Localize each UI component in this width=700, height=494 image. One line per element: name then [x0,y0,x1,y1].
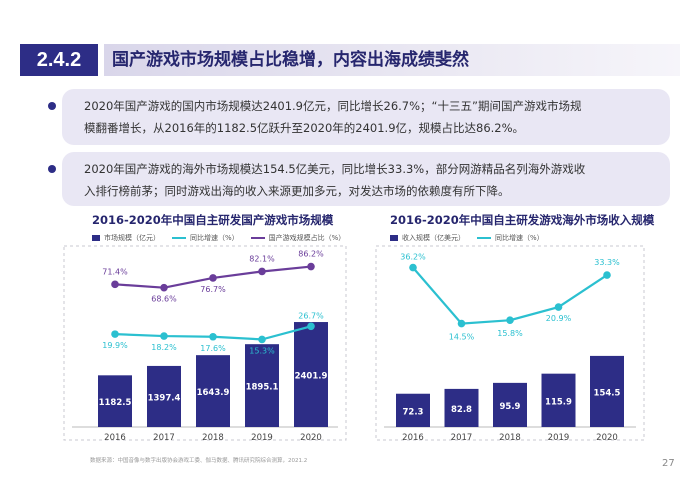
bullet-text-line: 入排行榜前茅；同时游戏出海的收入来源更加多元，对发达市场的依赖度有所下降。 [84,184,510,198]
series-data-label: 76.7% [200,285,226,294]
legend-swatch [92,235,100,241]
data-source-note: 数据来源：中国音像与数字出版协会游戏工委、伽马数据、腾讯研究院综合测算，2021… [90,458,308,464]
section-number: 2.4.2 [20,44,98,76]
chart-title: 2016-2020年中国自主研发游戏海外市场收入规模 [390,213,655,227]
bar [196,355,230,427]
bar-value-label: 72.3 [403,407,424,417]
bar-value-label: 115.9 [545,397,572,407]
legend-item: 市场规模（亿元） [92,233,160,243]
chart-legend: 收入规模（亿美元） 同比增速（%） [390,233,556,243]
bullet-point: 2020年国产游戏的国内市场规模达2401.9亿元，同比增长26.7%；“十三五… [48,89,670,145]
bar [147,365,181,427]
bar [98,375,132,427]
legend-swatch [172,237,186,239]
bar-value-label: 82.8 [451,405,472,415]
bar [245,344,279,427]
series-point [307,262,315,271]
x-tick-label: 2019 [251,433,273,443]
series-data-label: 86.2% [298,250,324,259]
bar [493,382,527,427]
series-point [603,271,611,279]
series-point [258,267,266,276]
legend-label: 收入规模（亿美元） [402,234,465,242]
series-data-label: 15.3% [249,346,275,355]
bar [590,355,624,427]
x-tick-label: 2020 [596,433,618,443]
bar [294,322,328,427]
legend-item: 国产游戏规模占比（%） [250,233,346,243]
series-point [160,283,168,292]
legend-label: 同比增速（%） [495,234,544,242]
series-point [554,303,563,311]
series-point [506,316,514,325]
bar-value-label: 1182.5 [99,398,132,408]
bullet-text-line: 2020年国产游戏的海外市场规模达154.5亿美元，同比增长33.3%，部分网游… [84,162,586,176]
section-header: 2.4.2 国产游戏市场规模占比稳增，内容出海成绩斐然 [20,44,680,76]
x-tick-label: 2016 [402,433,424,443]
series-data-label: 15.8% [497,329,523,338]
series-data-label: 17.6% [200,344,226,353]
series-data-label: 36.2% [400,253,426,262]
series-data-label: 26.7% [298,311,324,320]
legend-item: 同比增速（%） [172,233,239,243]
x-tick-label: 2017 [451,433,473,443]
series-data-label: 14.5% [449,333,475,342]
bar [396,393,430,427]
series-point [209,274,217,282]
bar-value-label: 1895.1 [246,383,279,393]
series-point [307,322,315,331]
series-data-label: 71.4% [102,267,128,276]
series-point [258,335,266,344]
bullet-point: 2020年国产游戏的海外市场规模达154.5亿美元，同比增长33.3%，部分网游… [48,152,670,206]
chart-title: 2016-2020年中国自主研发国产游戏市场规模 [92,213,334,227]
legend-label: 同比增速（%） [190,234,239,242]
x-tick-label: 2016 [104,433,126,443]
series-data-label: 18.2% [151,343,177,352]
x-tick-label: 2020 [300,433,322,443]
bar [444,388,479,427]
series-point [160,332,168,340]
series-data-label: 82.1% [249,254,275,263]
series-data-label: 19.9% [102,341,128,350]
bar-value-label: 154.5 [594,388,621,398]
domestic-market-chart: 1182.5 1397.4 1643.9 1895.1 2401.9 2016 2017 20… [63,245,347,443]
legend-label: 国产游戏规模占比（%） [268,234,346,242]
bullet-dot-icon [48,165,56,173]
bullet-text-line: 2020年国产游戏的国内市场规模达2401.9亿元，同比增长26.7%；“十三五… [84,99,582,113]
series-line [412,266,608,325]
bar-value-label: 1397.4 [148,393,181,403]
bar [541,373,576,427]
legend-swatch [390,235,398,241]
bar-value-label: 95.9 [500,402,521,412]
bar-value-label: 1643.9 [197,388,230,398]
legend-label: 市场规模（亿元） [104,234,160,242]
x-tick-label: 2018 [202,433,224,443]
chart-frame [375,245,645,441]
bar-value-label: 2401.9 [295,372,328,382]
series-point [209,332,217,341]
series-data-label: 20.9% [546,314,572,323]
series-point [111,330,119,338]
series-point [111,280,119,289]
series-data-label: 68.6% [151,295,177,304]
chart-legend: 市场规模（亿元） 同比增速（%） 国产游戏规模占比（%） [92,233,357,243]
chart-frame [63,245,347,441]
legend-swatch [477,237,491,239]
legend-swatch [250,237,265,239]
x-tick-label: 2019 [548,433,570,443]
series-point [457,319,466,328]
series-data-label: 33.3% [594,258,620,267]
x-tick-label: 2017 [153,433,175,443]
bullet-text-line: 模翻番增长，从2016年的1182.5亿跃升至2020年的2401.9亿，规模占… [84,121,525,135]
x-tick-label: 2018 [499,433,521,443]
section-title: 国产游戏市场规模占比稳增，内容出海成绩斐然 [104,44,680,76]
page-number: 27 [662,458,675,469]
legend-item: 收入规模（亿美元） [390,233,465,243]
overseas-revenue-chart: 72.3 82.8 95.9 115.9 154.5 2016 2017 2018 2019 20… [375,245,645,443]
bullet-dot-icon [48,102,56,110]
series-point [409,263,417,272]
legend-item: 同比增速（%） [477,233,544,243]
